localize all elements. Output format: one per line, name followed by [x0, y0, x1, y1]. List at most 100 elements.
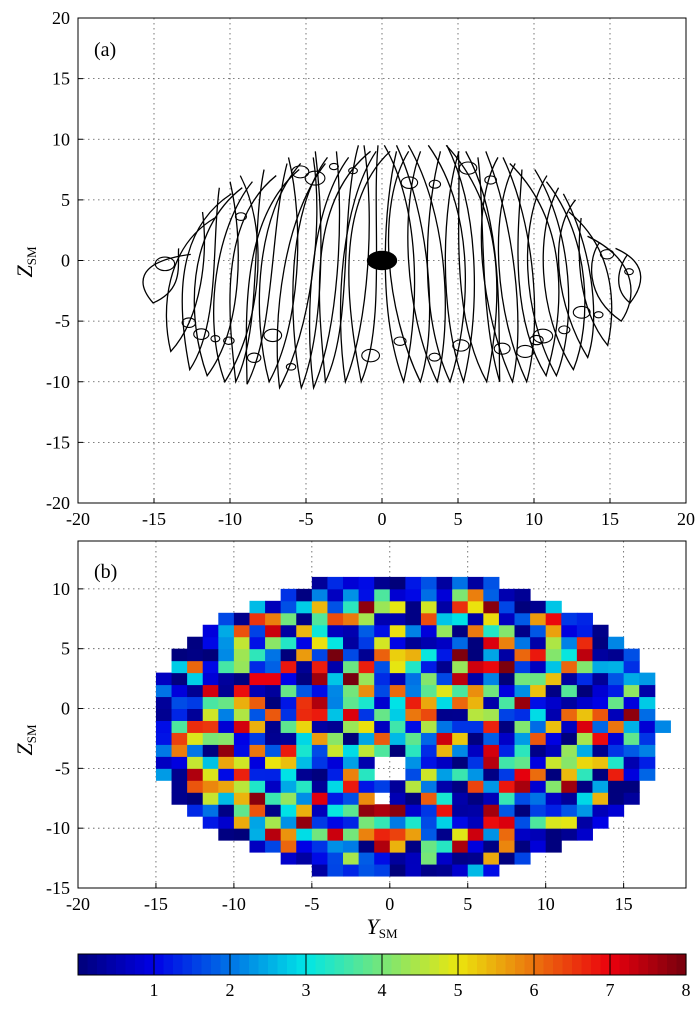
heatmap-cell	[545, 708, 562, 721]
heatmap-cell	[249, 744, 266, 757]
orbit-track	[587, 235, 632, 323]
heatmap-cell	[327, 828, 344, 841]
heatmap-cell	[327, 804, 344, 817]
heatmap-cell	[218, 828, 235, 841]
heatmap-cell	[218, 624, 235, 638]
heatmap-cell	[467, 660, 484, 674]
heatmap-cell	[327, 780, 344, 793]
heatmap-cell	[608, 768, 625, 781]
heatmap-cell	[420, 732, 438, 745]
heatmap-cell	[467, 624, 484, 638]
heatmap-cell	[343, 648, 360, 662]
heatmap-cell	[389, 672, 406, 686]
panel-b-xtick-label: -20	[66, 894, 90, 914]
heatmap-cell	[483, 708, 500, 721]
heatmap-cell	[483, 768, 500, 781]
colorbar-cell	[391, 954, 402, 975]
heatmap-cell	[530, 804, 547, 817]
heatmap-cell	[249, 732, 266, 745]
heatmap-cell	[608, 672, 625, 686]
heatmap-cell	[311, 588, 328, 602]
heatmap-cell	[155, 672, 173, 686]
heatmap-cell	[374, 588, 391, 602]
heatmap-cell	[608, 780, 625, 793]
heatmap-cell	[296, 648, 313, 662]
heatmap-cell	[233, 696, 250, 710]
heatmap-cell	[233, 624, 250, 638]
heatmap-cell	[452, 828, 469, 841]
heatmap-cell	[405, 588, 422, 602]
heatmap-cell	[561, 684, 578, 698]
heatmap-cell	[311, 864, 328, 877]
heatmap-cell	[405, 816, 422, 829]
heatmap-cell	[405, 720, 422, 733]
heatmap-cell	[296, 696, 313, 710]
heatmap-cell	[265, 708, 282, 721]
heatmap-cell	[202, 696, 219, 710]
heatmap-cell	[280, 600, 297, 614]
earth-marker	[366, 250, 398, 271]
heatmap-cell	[233, 780, 250, 793]
heatmap-cell	[249, 624, 266, 638]
heatmap-cell	[530, 612, 547, 626]
panel-a-xtick-label: 5	[454, 509, 463, 529]
heatmap-cell	[358, 648, 375, 662]
heatmap-cell	[311, 852, 328, 865]
heatmap-cell	[280, 792, 297, 805]
heatmap-cell	[358, 588, 375, 602]
heatmap-cell	[436, 744, 453, 757]
heatmap-cell	[311, 576, 328, 590]
heatmap-cell	[296, 672, 313, 686]
panel-a-ytick-label: -5	[55, 311, 70, 331]
heatmap-cell	[280, 744, 297, 757]
heatmap-cell	[218, 804, 235, 817]
colorbar-tick-label: 5	[454, 980, 463, 1000]
heatmap-cell	[233, 744, 250, 757]
heatmap-cell	[608, 696, 625, 710]
colorbar-cell	[192, 954, 203, 975]
heatmap-cell	[296, 660, 313, 674]
colorbar-cell	[429, 954, 440, 975]
heatmap-cell	[623, 684, 640, 698]
colorbar-cell	[201, 954, 212, 975]
heatmap-cell	[358, 684, 375, 698]
heatmap-cell	[280, 636, 297, 650]
heatmap-cell	[483, 732, 500, 745]
heatmap-cell	[327, 792, 344, 805]
heatmap-cell	[576, 768, 593, 781]
heatmap-cell	[249, 768, 266, 781]
heatmap-cell	[483, 816, 500, 829]
heatmap-cell	[561, 828, 578, 841]
panel-b-ylabel-sub: SM	[24, 724, 39, 743]
heatmap-cell	[514, 600, 531, 614]
heatmap-cell	[358, 636, 375, 650]
heatmap-cell	[561, 660, 578, 674]
heatmap-cell	[296, 684, 313, 698]
heatmap-cell	[171, 792, 188, 805]
panel-a-xtick-label: 20	[677, 509, 695, 529]
panel-b-xtick-label: -15	[144, 894, 168, 914]
heatmap-cell	[639, 732, 656, 745]
heatmap-cell	[592, 660, 609, 674]
heatmap-cell	[498, 696, 516, 710]
heatmap-cell	[436, 588, 453, 602]
heatmap-cell	[639, 672, 656, 686]
colorbar-cell	[144, 954, 155, 975]
panel-b-ytick-label: -15	[46, 878, 70, 898]
heatmap-cell	[233, 720, 250, 733]
heatmap-cell	[233, 828, 250, 841]
orbit-loop	[263, 328, 283, 343]
heatmap-cell	[343, 768, 360, 781]
heatmap-cell	[343, 588, 360, 602]
heatmap-cell	[311, 660, 328, 674]
orbit-loop	[572, 305, 591, 319]
heatmap-cell	[343, 576, 360, 590]
heatmap-cell	[280, 780, 297, 793]
heatmap-cell	[420, 744, 438, 757]
orbit-loop	[285, 362, 297, 371]
orbit-track	[348, 145, 391, 384]
heatmap-cell	[483, 696, 500, 710]
heatmap-cell	[436, 852, 453, 865]
heatmap-cell	[389, 720, 406, 733]
heatmap-cell	[296, 852, 313, 865]
